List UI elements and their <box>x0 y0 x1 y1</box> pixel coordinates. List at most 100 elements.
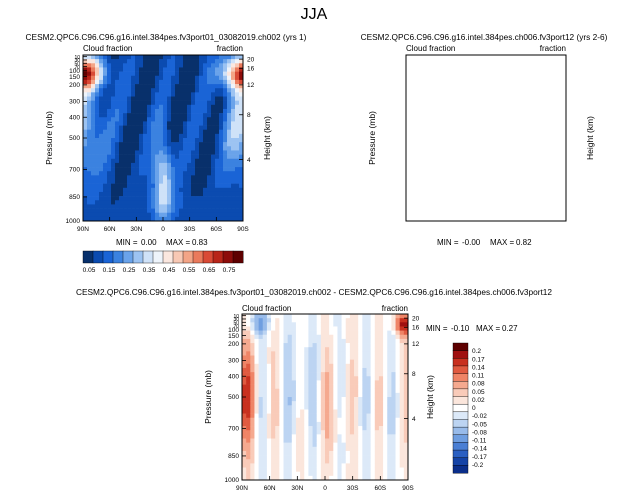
heatmap-cell <box>103 63 108 68</box>
heatmap-cell <box>320 363 326 369</box>
heatmap-cell <box>155 208 160 213</box>
heatmap-cell <box>358 314 363 319</box>
heatmap-cell <box>250 372 255 377</box>
heatmap-cell <box>271 430 276 435</box>
heatmap-cell <box>155 216 160 222</box>
heatmap-cell <box>366 343 371 348</box>
heatmap-cell <box>391 351 396 356</box>
heatmap-cell <box>349 430 355 435</box>
heatmap-cell <box>246 338 251 344</box>
heatmap-cell <box>246 467 251 472</box>
heatmap-cell <box>325 463 330 468</box>
heatmap-cell <box>119 142 124 147</box>
heatmap-cell <box>378 355 384 360</box>
heatmap-cell <box>383 351 388 356</box>
heatmap-cell <box>219 75 224 81</box>
heatmap-cell <box>119 187 124 193</box>
heatmap-cell <box>325 367 330 373</box>
heatmap-cell <box>167 196 172 201</box>
heatmap-cell <box>325 338 330 344</box>
heatmap-cell <box>191 212 196 218</box>
heatmap-cell <box>143 183 148 189</box>
heatmap-cell <box>275 450 280 456</box>
heatmap-cell <box>135 92 140 97</box>
colorbar-swatch <box>452 465 469 474</box>
heatmap-cell <box>399 467 405 472</box>
heatmap-cell <box>329 450 334 456</box>
heatmap-cell <box>235 108 240 114</box>
heatmap-cell <box>366 347 371 352</box>
heatmap-cell <box>107 208 112 213</box>
heatmap-cell <box>235 216 240 222</box>
heatmap-cell <box>135 84 140 89</box>
heatmap-cell <box>239 92 244 97</box>
heatmap-cell <box>295 450 301 456</box>
heatmap-cell <box>235 121 240 126</box>
heatmap-cell <box>304 413 309 419</box>
heatmap-cell <box>139 96 144 101</box>
heatmap-cell <box>279 409 284 414</box>
heatmap-cell <box>349 330 355 336</box>
heatmap-cell <box>349 459 355 464</box>
heatmap-cell <box>107 55 112 60</box>
heatmap-cell <box>395 450 400 456</box>
heatmap-cell <box>387 351 392 356</box>
heatmap-cell <box>187 79 192 85</box>
heatmap-cell <box>378 434 384 439</box>
heatmap-cell <box>163 171 168 176</box>
heatmap-cell <box>354 367 359 373</box>
heatmap-cell <box>399 384 405 389</box>
heatmap-cell <box>147 146 152 151</box>
heatmap-cell <box>83 158 88 164</box>
heatmap-cell <box>242 442 247 448</box>
heatmap-cell <box>223 108 228 114</box>
heatmap-cell <box>329 372 334 377</box>
heatmap-cell <box>223 191 228 197</box>
heatmap-cell <box>316 330 322 336</box>
heatmap-cell <box>383 343 388 348</box>
heatmap-cell <box>139 113 144 118</box>
heatmap-cell <box>211 67 216 72</box>
heatmap-cell <box>337 426 342 431</box>
heatmap-cell <box>183 67 188 72</box>
heatmap-cell <box>279 455 284 460</box>
heatmap-cell <box>159 146 164 151</box>
heatmap-cell <box>266 475 272 481</box>
heatmap-cell <box>95 104 100 110</box>
heatmap-cell <box>300 413 305 419</box>
heatmap-cell <box>83 187 88 193</box>
heatmap-cell <box>163 187 168 193</box>
y-tick-label: 30 <box>233 317 239 323</box>
heatmap-cell <box>337 397 342 402</box>
heatmap-cell <box>316 430 322 435</box>
heatmap-cell <box>362 388 367 394</box>
heatmap-cell <box>179 187 184 193</box>
heatmap-cell <box>131 196 136 201</box>
heatmap-cell <box>333 334 338 340</box>
heatmap-cell <box>370 318 376 323</box>
heatmap-cell <box>287 347 293 352</box>
heatmap-cell <box>403 314 409 319</box>
heatmap-cell <box>320 459 326 464</box>
heatmap-cell <box>329 367 334 373</box>
heatmap-cell <box>95 84 100 89</box>
heatmap-cell <box>383 413 388 419</box>
heatmap-cell <box>119 196 124 201</box>
heatmap-cell <box>123 92 128 97</box>
heatmap-cell <box>258 388 264 394</box>
heatmap-cell <box>115 183 120 189</box>
heatmap-cell <box>250 450 255 456</box>
heatmap-cell <box>199 108 204 114</box>
heatmap-cell <box>395 471 400 477</box>
heatmap-cell <box>333 426 338 431</box>
heatmap-cell <box>163 191 168 197</box>
heatmap-cell <box>95 158 100 164</box>
heatmap-cell <box>354 463 359 468</box>
heatmap-cell <box>242 351 247 356</box>
heatmap-cell <box>215 92 220 97</box>
heatmap-cell <box>279 397 284 402</box>
heatmap-cell <box>383 475 388 481</box>
heatmap-cell <box>83 183 88 189</box>
